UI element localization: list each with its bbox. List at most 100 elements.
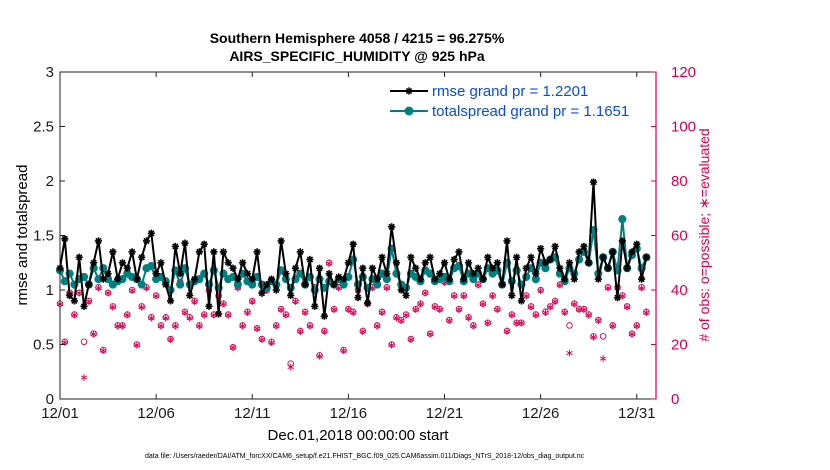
obs-possible-marker xyxy=(527,303,535,310)
data-point-rmse xyxy=(142,237,151,245)
obs-possible-marker xyxy=(643,308,650,316)
obs-evaluated-marker: ∗ xyxy=(281,309,290,322)
obs-evaluated-marker: ∗ xyxy=(546,300,555,313)
obs-evaluated-marker: ∗ xyxy=(421,287,430,300)
obs-evaluated-marker: ∗ xyxy=(512,317,521,330)
obs-possible-marker xyxy=(287,360,294,367)
obs-possible-marker xyxy=(604,284,612,291)
obs-possible-marker xyxy=(181,308,189,316)
obs-possible-marker xyxy=(325,259,333,267)
data-point-rmse xyxy=(166,297,175,305)
obs-possible-marker xyxy=(446,316,453,324)
obs-evaluated-marker: ∗ xyxy=(60,336,69,349)
data-point-rmse xyxy=(575,248,583,256)
x-axis-ticks: 12/01 12/06 12/11 12/16 12/21 12/26 12/31 xyxy=(41,72,656,422)
obs-evaluated-marker: ∗ xyxy=(623,300,632,313)
obs-evaluated-marker: ∗ xyxy=(469,319,478,332)
data-point-rmse xyxy=(599,253,607,261)
y2-tick-label: 20 xyxy=(671,337,688,354)
obs-possible-marker xyxy=(628,330,636,337)
y2-tick-label: 40 xyxy=(671,282,688,299)
data-point-rmse xyxy=(205,302,213,310)
x-tick-label: 12/06 xyxy=(137,405,175,422)
data-point-rmse xyxy=(344,259,352,267)
obs-evaluated-marker: ∗ xyxy=(574,303,583,316)
data-point-rmse xyxy=(176,270,184,278)
obs-possible-marker xyxy=(489,292,496,299)
obs-possible-marker xyxy=(128,286,136,294)
obs-possible-marker xyxy=(90,330,97,337)
obs-evaluated-marker: ∗ xyxy=(579,303,588,316)
footer-data-file: data file: /Users/raeder/DAI/ATM_forcXX/… xyxy=(145,453,585,460)
obs-possible-marker xyxy=(349,308,357,316)
obs-evaluated-marker: ∗ xyxy=(286,360,295,373)
data-point-totalspread xyxy=(176,280,185,289)
obs-evaluated-marker: ∗ xyxy=(276,303,285,316)
obs-evaluated-marker: ∗ xyxy=(315,349,324,362)
data-point-rmse xyxy=(412,264,420,272)
obs-evaluated-marker: ∗ xyxy=(392,311,401,324)
data-point-rmse xyxy=(104,270,112,278)
obs-possible-marker xyxy=(301,308,309,316)
data-point-rmse xyxy=(383,270,391,278)
obs-possible-marker xyxy=(273,322,280,329)
obs-evaluated-marker: ∗ xyxy=(454,303,463,316)
data-point-rmse xyxy=(445,275,453,283)
obs-possible-marker xyxy=(547,303,554,310)
data-point-rmse xyxy=(306,255,314,264)
obs-evaluated-marker: ∗ xyxy=(430,300,439,313)
obs-evaluated-marker: ∗ xyxy=(118,319,127,332)
obs-evaluated-marker: ∗ xyxy=(570,298,579,311)
obs-evaluated-marker: ∗ xyxy=(373,319,382,332)
obs-evaluated-marker: ∗ xyxy=(608,319,617,332)
obs-evaluated-marker: ∗ xyxy=(320,325,329,338)
obs-evaluated-marker: ∗ xyxy=(185,311,194,324)
obs-evaluated-marker: ∗ xyxy=(368,281,377,294)
obs-evaluated-marker: ∗ xyxy=(502,325,511,338)
data-point-rmse xyxy=(114,275,122,283)
data-point-rmse xyxy=(133,275,141,283)
obs-possible-marker xyxy=(152,292,160,299)
obs-evaluated-marker: ∗ xyxy=(387,339,396,352)
data-point-rmse xyxy=(440,259,449,267)
obs-possible-marker xyxy=(200,311,208,318)
data-point-rmse xyxy=(99,275,107,283)
data-point-rmse xyxy=(541,259,550,267)
obs-possible-marker xyxy=(470,322,477,329)
obs-evaluated-marker: ∗ xyxy=(291,295,300,308)
data-point-rmse xyxy=(147,229,155,237)
data-point-rmse xyxy=(561,275,569,283)
obs-possible-marker xyxy=(599,333,607,340)
y-tick-label: 3 xyxy=(46,64,54,81)
obs-possible-marker xyxy=(479,300,487,307)
obs-possible-marker xyxy=(571,300,578,307)
data-point-rmse xyxy=(219,248,228,256)
obs-possible-marker xyxy=(239,322,246,329)
data-point-rmse xyxy=(267,275,276,283)
y-tick-label: 1 xyxy=(46,282,54,299)
data-point-rmse xyxy=(373,275,381,283)
data-point-rmse xyxy=(128,248,136,256)
obs-evaluated-marker: ∗ xyxy=(267,336,276,349)
data-point-rmse xyxy=(243,270,252,278)
obs-possible-marker xyxy=(167,335,174,343)
data-point-rmse xyxy=(479,275,487,283)
data-point-rmse xyxy=(613,294,622,302)
obs-possible-marker xyxy=(388,341,395,348)
obs-possible-marker xyxy=(508,311,516,318)
obs-possible-marker xyxy=(104,289,112,296)
data-point-rmse xyxy=(354,294,362,302)
obs-evaluated-marker: ∗ xyxy=(493,303,502,316)
obs-evaluated-marker: ∗ xyxy=(589,330,598,343)
obs-evaluated-marker: ∗ xyxy=(627,328,636,341)
data-point-totalspread xyxy=(137,280,146,289)
obs-evaluated-marker: ∗ xyxy=(632,319,641,332)
data-point-rmse xyxy=(402,291,410,300)
data-point-rmse xyxy=(546,255,554,264)
data-point-rmse xyxy=(210,248,218,256)
data-point-rmse xyxy=(498,280,506,289)
data-point-rmse xyxy=(258,289,266,297)
data-point-totalspread xyxy=(618,215,627,224)
obs-possible-marker xyxy=(551,297,559,305)
legend-spread-label: totalspread grand pr = 1.1651 xyxy=(432,103,629,120)
